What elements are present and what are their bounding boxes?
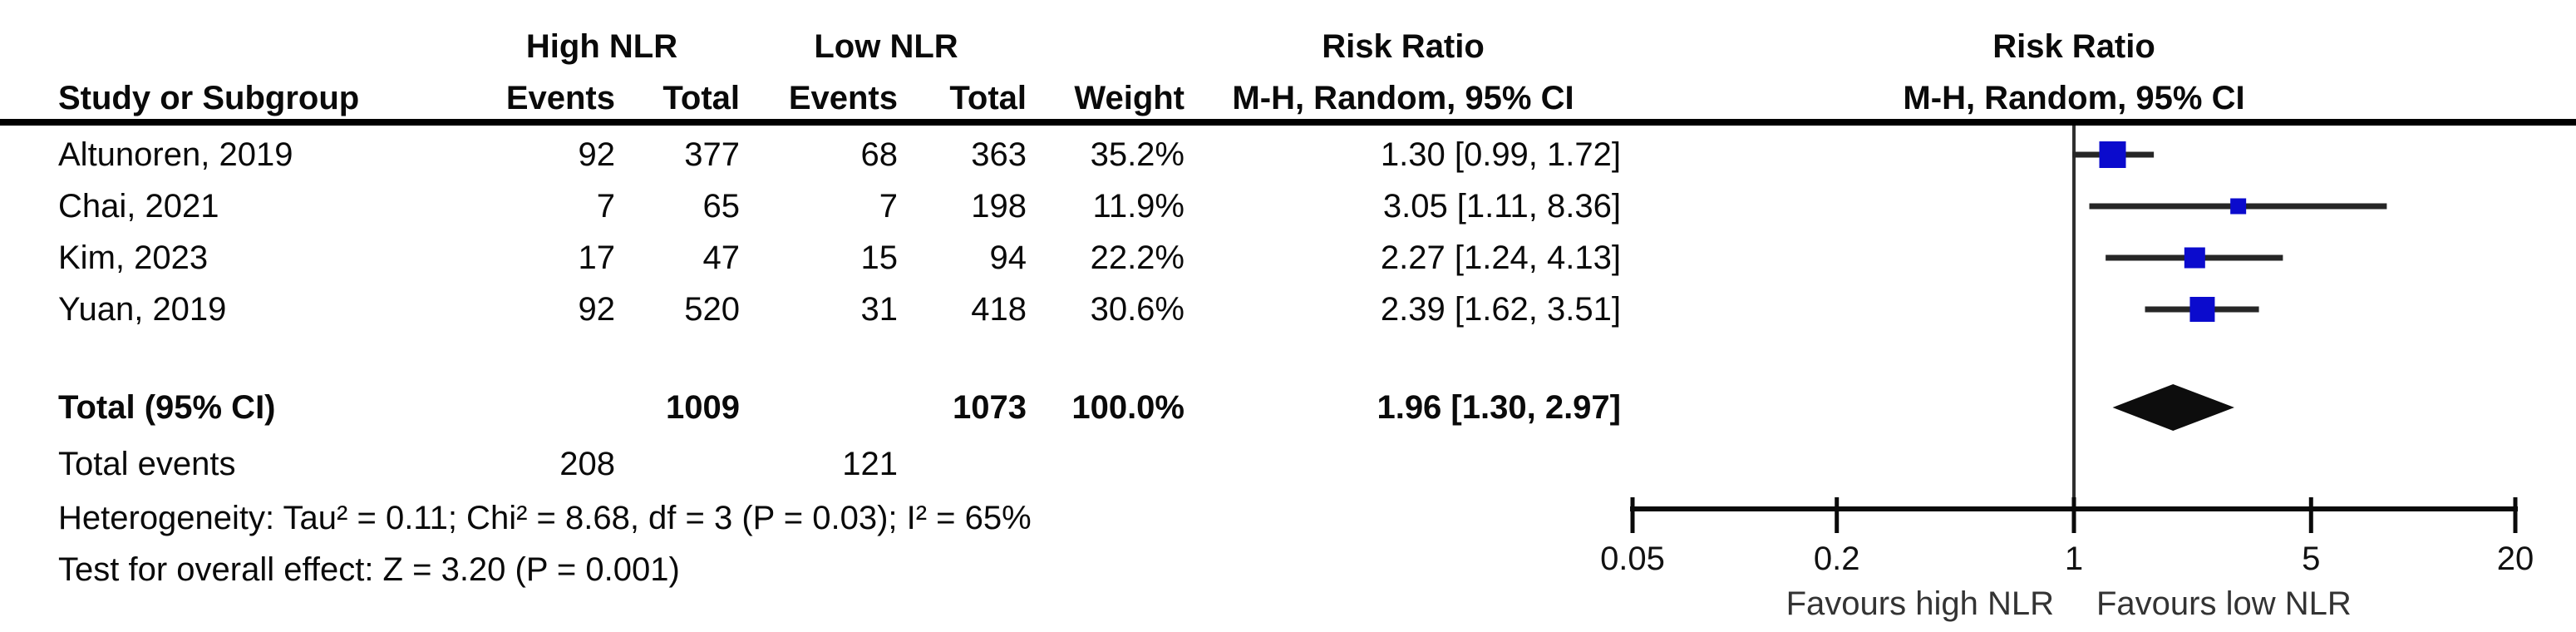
weight-value: 11.9% <box>1092 188 1185 225</box>
heterogeneity-note: Heterogeneity: Tau² = 0.11; Chi² = 8.68,… <box>58 500 1032 536</box>
effect-title-table: Risk Ratio <box>1322 28 1485 65</box>
column-header-weight: Weight <box>1074 80 1185 116</box>
total-high: 377 <box>684 136 740 173</box>
overall-effect-note: Test for overall effect: Z = 3.20 (P = 0… <box>58 551 680 588</box>
study-label: Chai, 2021 <box>58 188 219 225</box>
total-label: Total (95% CI) <box>58 389 276 426</box>
events-low: 7 <box>879 188 898 225</box>
table-row: Altunoren, 2019 92 377 68 363 35.2% 1.30… <box>0 136 2576 173</box>
events-low: 15 <box>860 239 899 276</box>
study-label: Yuan, 2019 <box>58 291 227 328</box>
table-row: Chai, 2021 7 65 7 198 11.9% 3.05 [1.11, … <box>0 188 2576 225</box>
total-low-n: 1073 <box>953 389 1027 426</box>
total-events-row: Total events 208 121 <box>0 446 2576 482</box>
total-events-low: 121 <box>842 446 898 482</box>
column-header-total-high: Total <box>662 80 740 116</box>
total-low: 198 <box>971 188 1027 225</box>
column-header-total-low: Total <box>949 80 1027 116</box>
axis-tick-label: 1 <box>2065 541 2083 577</box>
total-high: 520 <box>684 291 740 328</box>
column-header-events-high: Events <box>505 80 615 116</box>
column-header-events-low: Events <box>788 80 898 116</box>
column-group-high-nlr: High NLR <box>525 28 678 65</box>
table-row: Yuan, 2019 92 520 31 418 30.6% 2.39 [1.6… <box>0 291 2576 328</box>
column-header-method-table: M-H, Random, 95% CI <box>1232 80 1574 116</box>
total-events-high: 208 <box>559 446 615 482</box>
total-low: 363 <box>971 136 1027 173</box>
events-low: 68 <box>860 136 899 173</box>
column-group-low-nlr: Low NLR <box>814 28 958 65</box>
events-high: 17 <box>578 239 616 276</box>
axis-tick-label: 0.05 <box>1600 541 1665 577</box>
events-high: 92 <box>578 136 616 173</box>
events-high: 7 <box>596 188 615 225</box>
events-high: 92 <box>578 291 616 328</box>
total-risk-ratio-ci: 1.96 [1.30, 2.97] <box>1377 389 1621 426</box>
weight-value: 35.2% <box>1090 136 1185 173</box>
header-group-row: High NLR Low NLR Risk Ratio Risk Ratio <box>0 28 2576 65</box>
favours-left-label: Favours high NLR <box>1786 585 2054 622</box>
total-high: 65 <box>702 188 741 225</box>
risk-ratio-ci: 1.30 [0.99, 1.72] <box>1380 136 1621 173</box>
total-high: 47 <box>702 239 741 276</box>
effect-title-plot: Risk Ratio <box>1992 28 2155 65</box>
axis-tick-label: 20 <box>2497 541 2534 577</box>
column-header-method-plot: M-H, Random, 95% CI <box>1903 80 2245 116</box>
risk-ratio-ci: 2.27 [1.24, 4.13] <box>1380 239 1621 276</box>
total-row: Total (95% CI) 1009 1073 100.0% 1.96 [1.… <box>0 389 2576 426</box>
column-header-study: Study or Subgroup <box>58 80 360 116</box>
total-weight: 100.0% <box>1071 389 1185 426</box>
risk-ratio-ci: 3.05 [1.11, 8.36] <box>1382 188 1621 225</box>
total-events-label: Total events <box>58 446 236 482</box>
header-columns-row: Study or Subgroup Events Total Events To… <box>0 80 2576 116</box>
table-row: Kim, 2023 17 47 15 94 22.2% 2.27 [1.24, … <box>0 239 2576 276</box>
total-high-n: 1009 <box>666 389 740 426</box>
favours-right-label: Favours low NLR <box>2096 585 2352 622</box>
axis-tick-label: 0.2 <box>1814 541 1860 577</box>
header-divider-rule <box>0 119 2576 126</box>
study-label: Kim, 2023 <box>58 239 209 276</box>
weight-value: 22.2% <box>1090 239 1185 276</box>
weight-value: 30.6% <box>1090 291 1185 328</box>
total-low: 94 <box>989 239 1027 276</box>
total-low: 418 <box>971 291 1027 328</box>
events-low: 31 <box>860 291 899 328</box>
study-label: Altunoren, 2019 <box>58 136 293 173</box>
axis-tick-label: 5 <box>2302 541 2320 577</box>
risk-ratio-ci: 2.39 [1.62, 3.51] <box>1380 291 1621 328</box>
